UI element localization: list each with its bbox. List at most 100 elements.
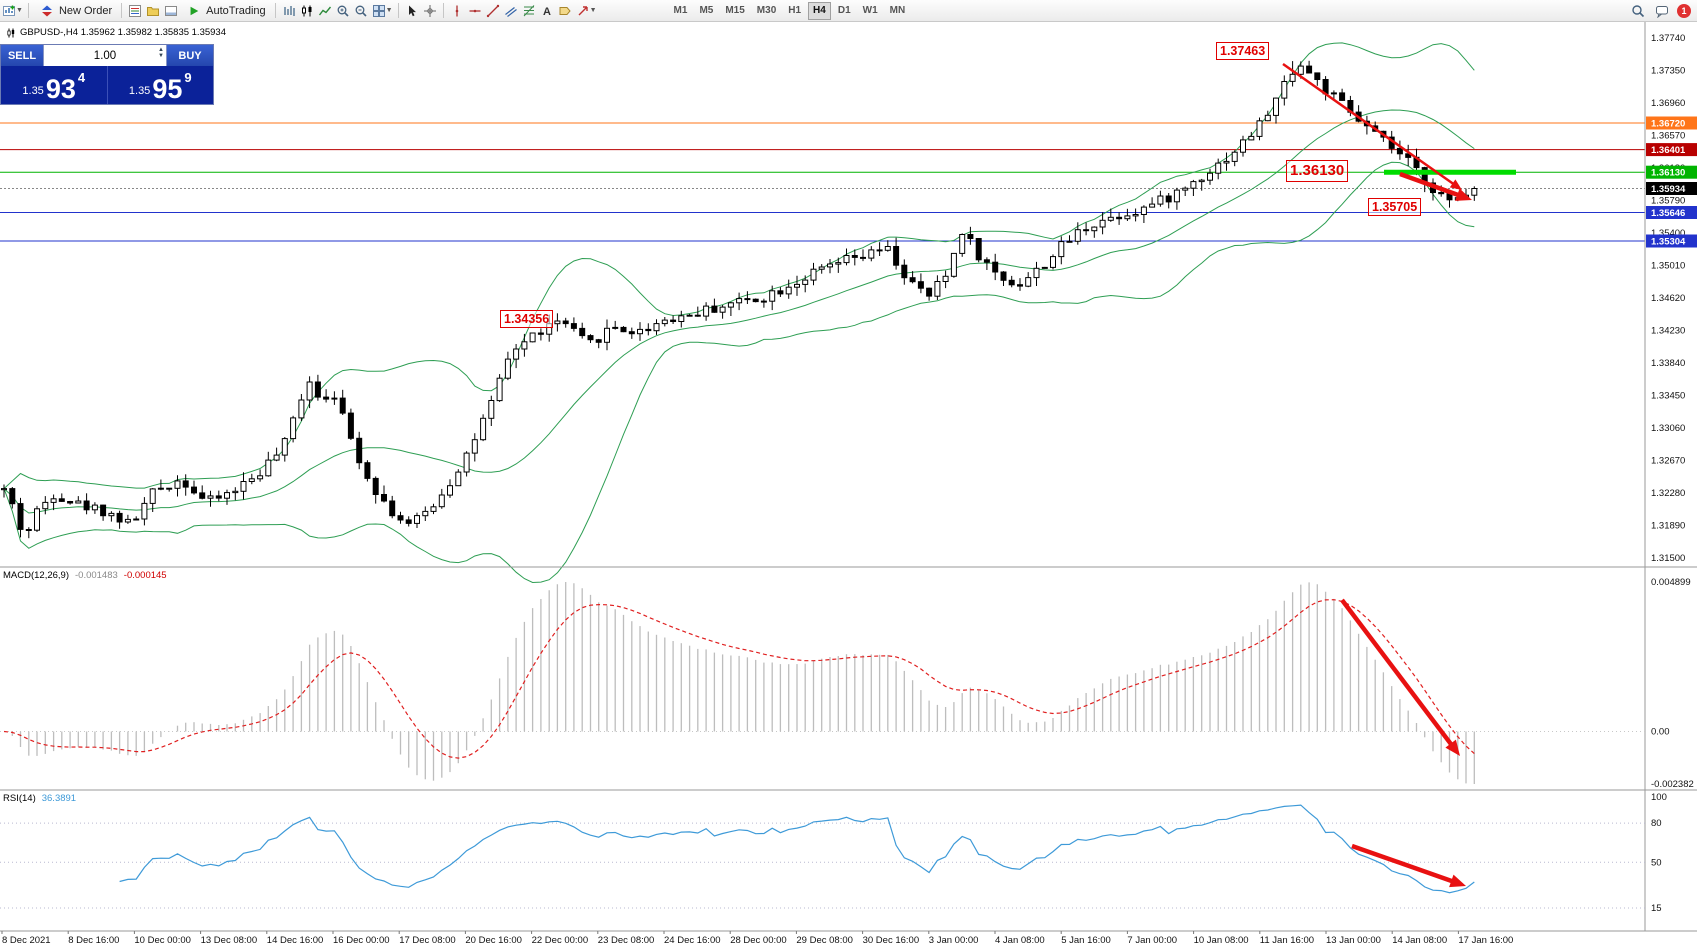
new-order-button[interactable]: New Order <box>33 1 117 21</box>
svg-text:3 Jan 00:00: 3 Jan 00:00 <box>929 935 979 946</box>
volume-field[interactable]: 1.00 ▲ ▼ <box>43 45 167 66</box>
terminal-button[interactable] <box>162 2 180 19</box>
toolbar-separator <box>27 3 29 18</box>
timeframe-button-m1[interactable]: M1 <box>669 2 693 20</box>
svg-text:1.33450: 1.33450 <box>1651 391 1685 402</box>
new-chart-caret-icon[interactable]: ▼ <box>16 7 23 14</box>
autotrading-label: AutoTrading <box>206 4 266 17</box>
symbol-ohlc-text: GBPUSD-,H4 1.35962 1.35982 1.35835 1.359… <box>20 27 226 38</box>
notification-badge[interactable]: 1 <box>1677 3 1691 18</box>
time-axis-labels: 8 Dec 2021 8 Dec 16:00 10 Dec 00:00 13 Dec … <box>1 931 1513 946</box>
svg-text:1.34230: 1.34230 <box>1651 326 1685 337</box>
timeframe-button-m30[interactable]: M30 <box>752 2 781 20</box>
svg-text:1.35790: 1.35790 <box>1651 196 1685 207</box>
timeframe-button-h1[interactable]: H1 <box>783 2 806 20</box>
timeframe-button-mn[interactable]: MN <box>885 2 911 20</box>
bar-chart-type-icon[interactable] <box>280 2 298 19</box>
level-lines-layer[interactable] <box>0 122 1645 242</box>
search-icon[interactable] <box>1629 2 1647 19</box>
macd-indicator-header: MACD(12,26,9) -0.001483 -0.000145 <box>3 570 167 581</box>
svg-text:22 Dec 00:00: 22 Dec 00:00 <box>532 935 589 946</box>
rsi-indicator-header: RSI(14) 36.3891 <box>3 793 76 804</box>
fibonacci-tool-icon[interactable] <box>520 2 538 19</box>
autotrading-button[interactable]: AutoTrading <box>180 1 271 21</box>
svg-text:1.36401: 1.36401 <box>1651 145 1686 156</box>
vertical-line-tool-icon[interactable] <box>448 2 466 19</box>
sell-button[interactable]: SELL <box>1 45 43 66</box>
trend-arrows[interactable] <box>1282 62 1472 888</box>
svg-text:1.35646: 1.35646 <box>1651 208 1685 219</box>
svg-text:1.36130: 1.36130 <box>1651 168 1685 179</box>
timeframe-button-m15[interactable]: M15 <box>720 2 749 20</box>
chat-icon[interactable] <box>1653 2 1671 19</box>
tile-windows-icon[interactable] <box>370 2 388 19</box>
bollinger-bands-layer <box>3 42 1475 584</box>
symbol-ohlc-header: GBPUSD-,H4 1.35962 1.35982 1.35835 1.359… <box>5 27 226 38</box>
price-axis[interactable] <box>1645 22 1697 931</box>
volume-down-icon[interactable]: ▼ <box>158 53 164 59</box>
main-toolbar: ▼ New Order AutoTrading ▼ <box>0 0 1697 22</box>
svg-text:1.33840: 1.33840 <box>1651 358 1685 369</box>
svg-text:50: 50 <box>1651 857 1662 868</box>
svg-text:A: A <box>543 6 551 18</box>
new-chart-button[interactable] <box>0 2 18 19</box>
svg-text:28 Dec 00:00: 28 Dec 00:00 <box>730 935 787 946</box>
svg-text:1.37740: 1.37740 <box>1651 33 1685 44</box>
time-axis[interactable] <box>0 931 1645 947</box>
text-tool-icon[interactable]: A <box>538 2 556 19</box>
navigator-button[interactable] <box>144 2 162 19</box>
svg-text:7 Jan 00:00: 7 Jan 00:00 <box>1127 935 1177 946</box>
svg-text:14 Dec 16:00: 14 Dec 16:00 <box>267 935 324 946</box>
candlestick-chart-type-icon[interactable] <box>298 2 316 19</box>
market-watch-button[interactable] <box>126 2 144 19</box>
crosshair-tool-icon[interactable] <box>421 2 439 19</box>
volume-up-icon[interactable]: ▲ <box>158 47 164 53</box>
buy-button[interactable]: BUY <box>167 45 213 66</box>
label-tool-icon[interactable] <box>556 2 574 19</box>
buy-price-prefix: 1.35 <box>128 85 151 97</box>
svg-text:1.35934: 1.35934 <box>1651 184 1686 195</box>
sell-price-display[interactable]: 1.35 93 4 <box>1 66 107 104</box>
buy-price-pips: 95 <box>152 73 183 104</box>
svg-text:10 Dec 00:00: 10 Dec 00:00 <box>134 935 191 946</box>
svg-text:1.31890: 1.31890 <box>1651 521 1685 532</box>
chart-price-annotation[interactable]: 1.36130 <box>1286 160 1349 182</box>
arrows-tool-icon[interactable] <box>574 2 592 19</box>
zoom-in-icon[interactable] <box>334 2 352 19</box>
candles-layer[interactable] <box>1 60 1478 539</box>
svg-text:29 Dec 08:00: 29 Dec 08:00 <box>796 935 853 946</box>
cursor-tool-icon[interactable] <box>403 2 421 19</box>
tile-windows-caret-icon[interactable]: ▼ <box>385 7 393 14</box>
svg-text:20 Dec 16:00: 20 Dec 16:00 <box>465 935 522 946</box>
one-click-trading-panel: SELL 1.00 ▲ ▼ BUY 1.35 93 4 1.35 95 9 <box>0 44 214 105</box>
trendline-tool-icon[interactable] <box>484 2 502 19</box>
macd-value: -0.001483 <box>75 570 118 581</box>
line-chart-type-icon[interactable] <box>316 2 334 19</box>
macd-name: MACD(12,26,9) <box>3 570 69 581</box>
horizontal-line-tool-icon[interactable] <box>466 2 484 19</box>
buy-price-display[interactable]: 1.35 95 9 <box>106 66 214 104</box>
svg-text:1.32670: 1.32670 <box>1651 456 1685 467</box>
timeframe-button-m5[interactable]: M5 <box>694 2 718 20</box>
svg-text:23 Dec 08:00: 23 Dec 08:00 <box>598 935 655 946</box>
svg-text:15: 15 <box>1651 903 1662 914</box>
svg-text:5 Jan 16:00: 5 Jan 16:00 <box>1061 935 1111 946</box>
chart-price-annotation[interactable]: 1.35705 <box>1368 198 1422 217</box>
zoom-out-icon[interactable] <box>352 2 370 19</box>
chart-price-annotation[interactable]: 1.34356 <box>500 310 554 329</box>
channel-tool-icon[interactable] <box>502 2 520 19</box>
timeframe-button-h4[interactable]: H4 <box>808 1 831 20</box>
timeframe-button-d1[interactable]: D1 <box>833 2 856 20</box>
volume-spinner[interactable]: ▲ ▼ <box>158 47 164 59</box>
panel-splitter-rsi[interactable] <box>0 788 1645 793</box>
arrows-tool-caret-icon[interactable]: ▼ <box>589 7 597 14</box>
panel-splitter-macd[interactable] <box>0 565 1645 570</box>
timeframe-toolbar: M1 M5 M15 M30 H1 H4 D1 W1 MN <box>668 1 912 20</box>
chart-price-annotation[interactable]: 1.37463 <box>1216 42 1270 61</box>
sell-price-prefix: 1.35 <box>22 85 44 97</box>
svg-text:1.36720: 1.36720 <box>1651 119 1685 130</box>
toolbar-separator <box>397 3 399 18</box>
svg-text:1.31500: 1.31500 <box>1651 553 1685 564</box>
timeframe-button-w1[interactable]: W1 <box>858 2 883 20</box>
